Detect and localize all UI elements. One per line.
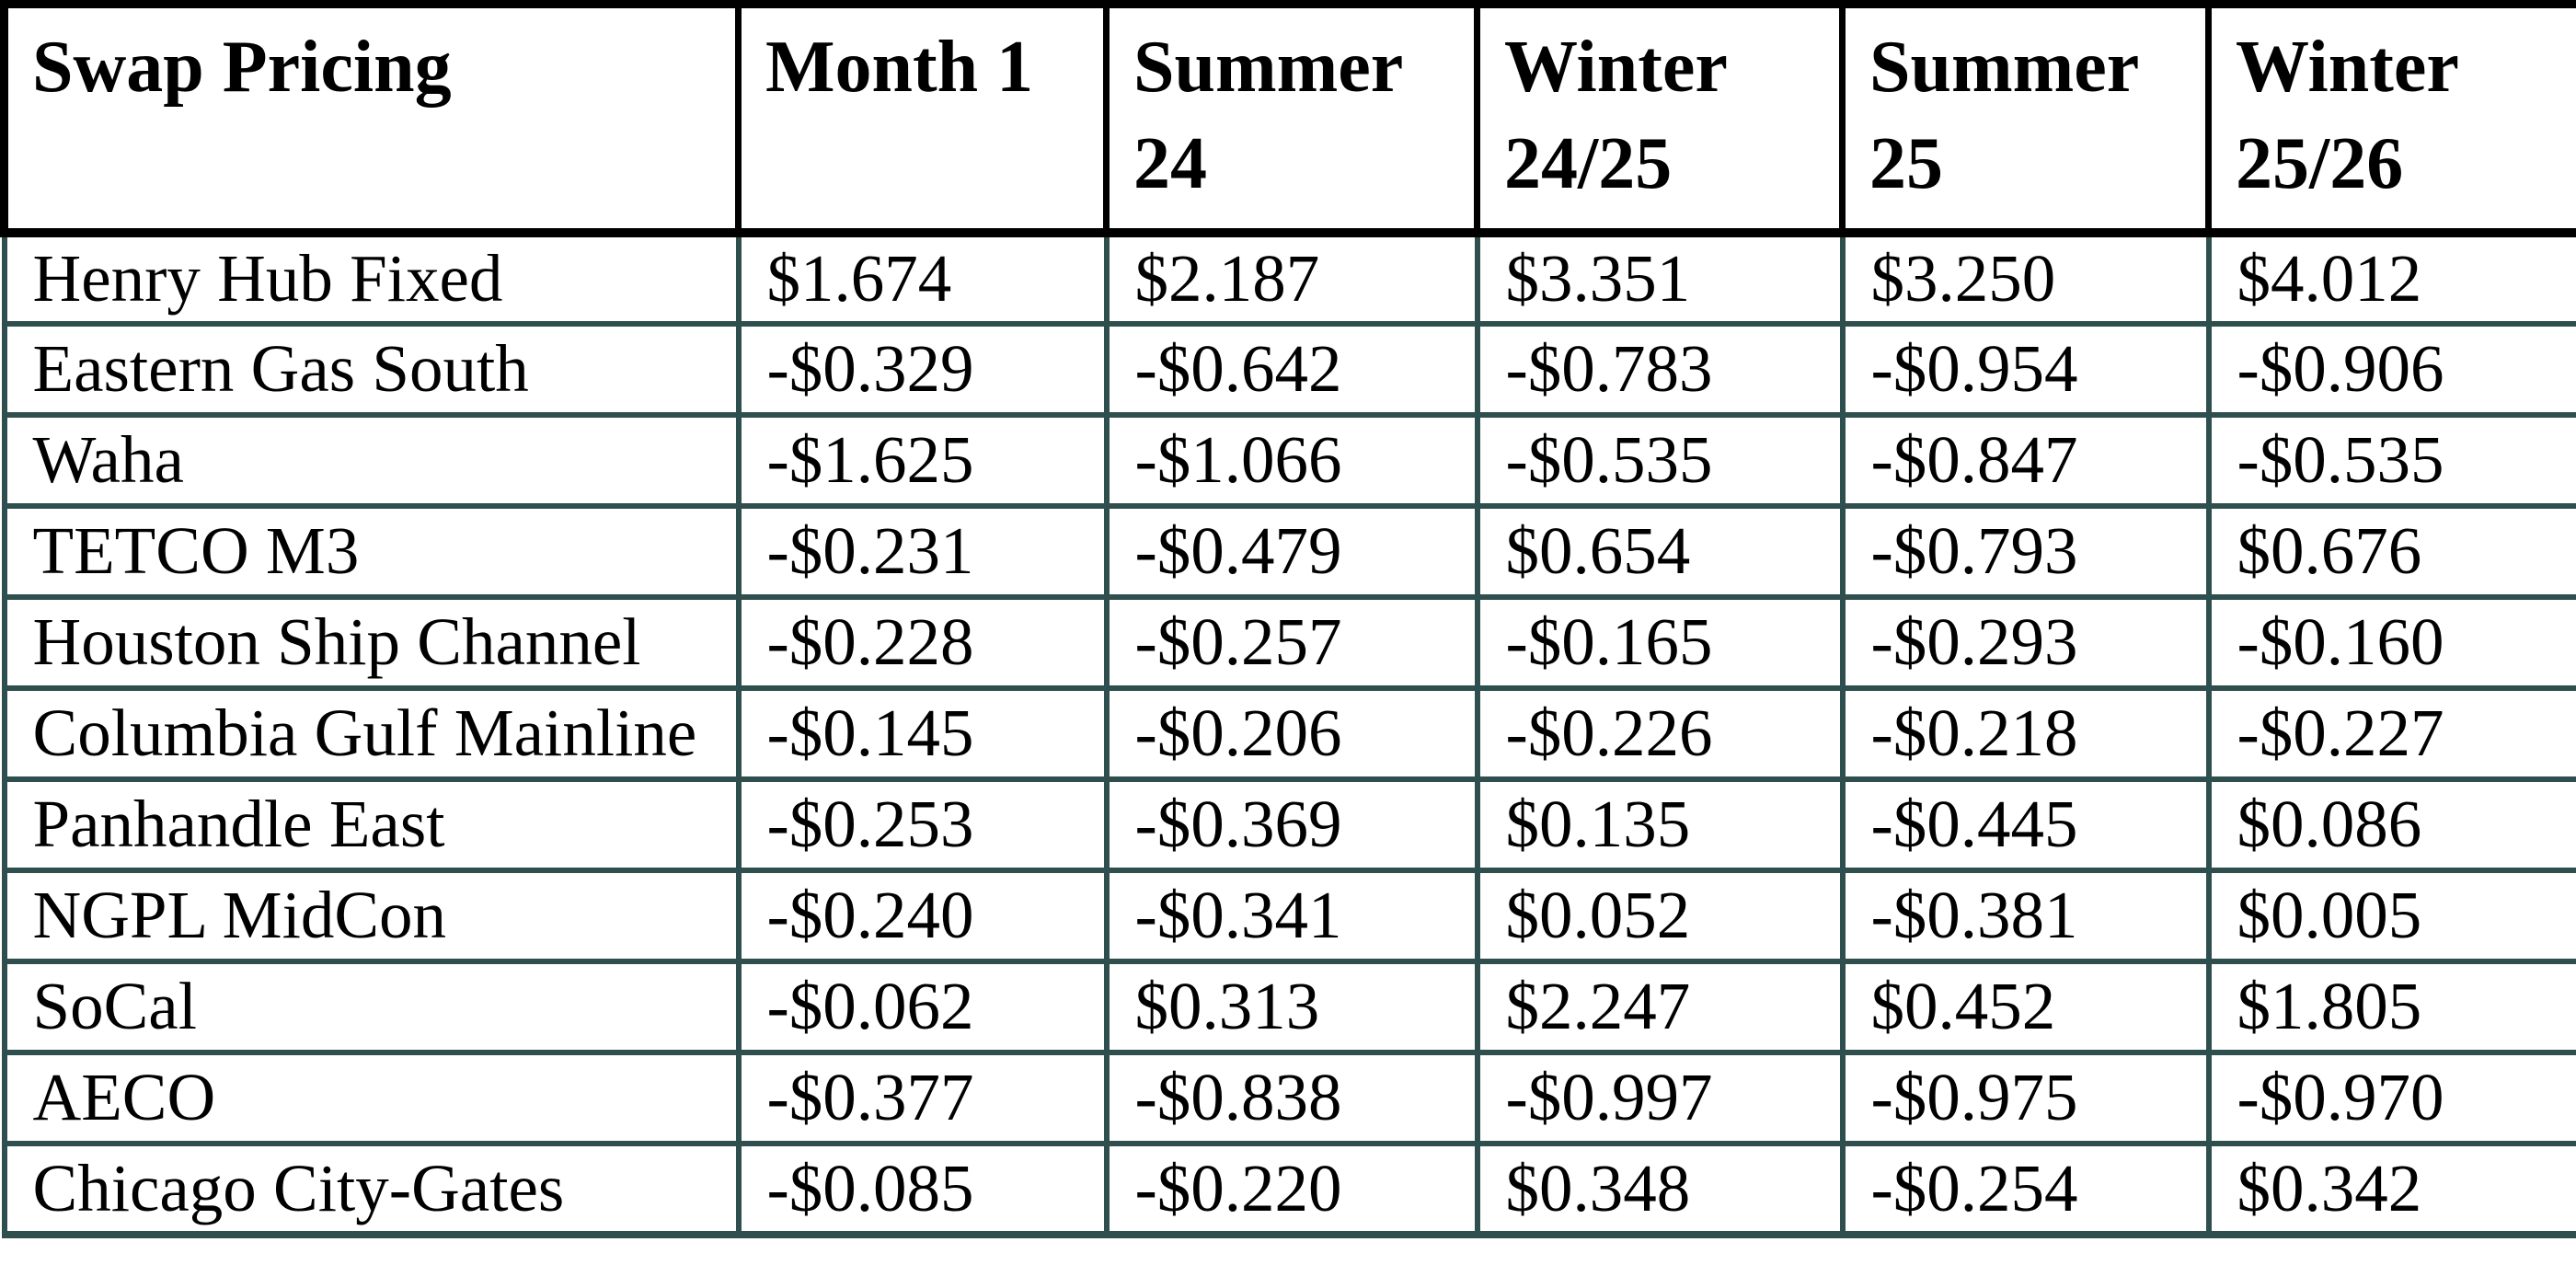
value-cell: -$0.906 xyxy=(2205,320,2576,418)
table-row: Chicago City-Gates -$0.085 -$0.220 $0.34… xyxy=(1,1140,2576,1238)
column-header-summer-25: Summer 25 xyxy=(1839,0,2212,237)
value-cell: $4.012 xyxy=(2205,229,2576,327)
value-cell: -$0.954 xyxy=(1839,320,2212,418)
value-cell: $0.342 xyxy=(2205,1140,2576,1238)
table-row: Eastern Gas South -$0.329 -$0.642 -$0.78… xyxy=(1,320,2576,418)
value-cell: -$0.165 xyxy=(1474,593,1846,691)
value-cell: $0.086 xyxy=(2205,776,2576,873)
value-cell: -$0.228 xyxy=(735,593,1110,691)
value-cell: -$0.642 xyxy=(1103,320,1480,418)
value-cell: -$0.254 xyxy=(1839,1140,2212,1238)
value-cell: $3.351 xyxy=(1474,229,1846,327)
table-row: NGPL MidCon -$0.240 -$0.341 $0.052 -$0.3… xyxy=(1,867,2576,964)
row-label-cell: Eastern Gas South xyxy=(1,320,742,418)
value-cell: $2.247 xyxy=(1474,958,1846,1055)
value-cell: -$0.257 xyxy=(1103,593,1480,691)
value-cell: -$0.218 xyxy=(1839,684,2212,782)
value-cell: -$0.226 xyxy=(1474,684,1846,782)
value-cell: -$0.220 xyxy=(1103,1140,1480,1238)
value-cell: -$0.377 xyxy=(735,1049,1110,1146)
swap-pricing-table: Swap Pricing Month 1 Summer 24 Winter 24… xyxy=(0,0,2576,1238)
row-label-cell: NGPL MidCon xyxy=(1,867,742,964)
value-cell: -$0.240 xyxy=(735,867,1110,964)
column-header-summer-24: Summer 24 xyxy=(1103,0,1480,237)
table-row: SoCal -$0.062 $0.313 $2.247 $0.452 $1.80… xyxy=(1,958,2576,1055)
table-row: Waha -$1.625 -$1.066 -$0.535 -$0.847 -$0… xyxy=(1,411,2576,509)
table-title-cell: Swap Pricing xyxy=(0,0,742,237)
header-row: Swap Pricing Month 1 Summer 24 Winter 24… xyxy=(0,0,2576,237)
table-row: Henry Hub Fixed $1.674 $2.187 $3.351 $3.… xyxy=(1,229,2576,327)
value-cell: -$0.535 xyxy=(2205,411,2576,509)
table-row: Houston Ship Channel -$0.228 -$0.257 -$0… xyxy=(1,593,2576,691)
value-cell: -$0.329 xyxy=(735,320,1110,418)
value-cell: $1.805 xyxy=(2205,958,2576,1055)
row-label-cell: Waha xyxy=(1,411,742,509)
value-cell: -$0.783 xyxy=(1474,320,1846,418)
value-cell: -$0.231 xyxy=(735,502,1110,600)
table-row: TETCO M3 -$0.231 -$0.479 $0.654 -$0.793 … xyxy=(1,502,2576,600)
value-cell: -$0.847 xyxy=(1839,411,2212,509)
value-cell: -$0.206 xyxy=(1103,684,1480,782)
value-cell: $3.250 xyxy=(1839,229,2212,327)
value-cell: -$0.341 xyxy=(1103,867,1480,964)
value-cell: -$0.293 xyxy=(1839,593,2212,691)
value-cell: -$0.479 xyxy=(1103,502,1480,600)
value-cell: -$0.062 xyxy=(735,958,1110,1055)
value-cell: -$0.253 xyxy=(735,776,1110,873)
value-cell: -$0.145 xyxy=(735,684,1110,782)
value-cell: $0.452 xyxy=(1839,958,2212,1055)
value-cell: $0.348 xyxy=(1474,1140,1846,1238)
value-cell: -$0.997 xyxy=(1474,1049,1846,1146)
value-cell: $0.135 xyxy=(1474,776,1846,873)
value-cell: -$0.970 xyxy=(2205,1049,2576,1146)
row-label-cell: TETCO M3 xyxy=(1,502,742,600)
value-cell: $0.313 xyxy=(1103,958,1480,1055)
value-cell: -$0.445 xyxy=(1839,776,2212,873)
row-label-cell: SoCal xyxy=(1,958,742,1055)
column-header-winter-24-25: Winter 24/25 xyxy=(1474,0,1846,237)
column-header-month-1: Month 1 xyxy=(735,0,1110,237)
row-label-cell: Houston Ship Channel xyxy=(1,593,742,691)
table-row: AECO -$0.377 -$0.838 -$0.997 -$0.975 -$0… xyxy=(1,1049,2576,1146)
value-cell: $0.654 xyxy=(1474,502,1846,600)
row-label-cell: Columbia Gulf Mainline xyxy=(1,684,742,782)
row-label-cell: AECO xyxy=(1,1049,742,1146)
value-cell: -$0.975 xyxy=(1839,1049,2212,1146)
value-cell: $2.187 xyxy=(1103,229,1480,327)
value-cell: $0.005 xyxy=(2205,867,2576,964)
column-header-winter-25-26: Winter 25/26 xyxy=(2205,0,2576,237)
value-cell: -$0.227 xyxy=(2205,684,2576,782)
value-cell: -$0.085 xyxy=(735,1140,1110,1238)
row-label-cell: Henry Hub Fixed xyxy=(1,229,742,327)
table-row: Panhandle East -$0.253 -$0.369 $0.135 -$… xyxy=(1,776,2576,873)
value-cell: $0.676 xyxy=(2205,502,2576,600)
value-cell: $1.674 xyxy=(735,229,1110,327)
value-cell: $0.052 xyxy=(1474,867,1846,964)
table-row: Columbia Gulf Mainline -$0.145 -$0.206 -… xyxy=(1,684,2576,782)
value-cell: -$0.369 xyxy=(1103,776,1480,873)
value-cell: -$1.066 xyxy=(1103,411,1480,509)
value-cell: -$0.535 xyxy=(1474,411,1846,509)
value-cell: -$0.793 xyxy=(1839,502,2212,600)
row-label-cell: Chicago City-Gates xyxy=(1,1140,742,1238)
value-cell: -$0.160 xyxy=(2205,593,2576,691)
value-cell: -$0.838 xyxy=(1103,1049,1480,1146)
row-label-cell: Panhandle East xyxy=(1,776,742,873)
value-cell: -$0.381 xyxy=(1839,867,2212,964)
value-cell: -$1.625 xyxy=(735,411,1110,509)
